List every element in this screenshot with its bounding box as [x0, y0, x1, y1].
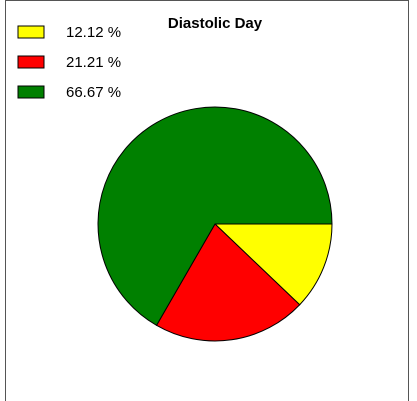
legend-swatch [17, 55, 45, 69]
legend-swatch [17, 25, 45, 39]
pie-slice [97, 106, 333, 327]
legend-swatch [17, 85, 45, 99]
legend-label: 66.67 % [66, 84, 121, 101]
pie-slice [213, 223, 333, 306]
pie-slice [155, 223, 301, 342]
chart-title: Diastolic Day [168, 15, 263, 32]
legend-label: 21.21 % [66, 54, 121, 71]
legend-label: 12.12 % [66, 24, 121, 41]
